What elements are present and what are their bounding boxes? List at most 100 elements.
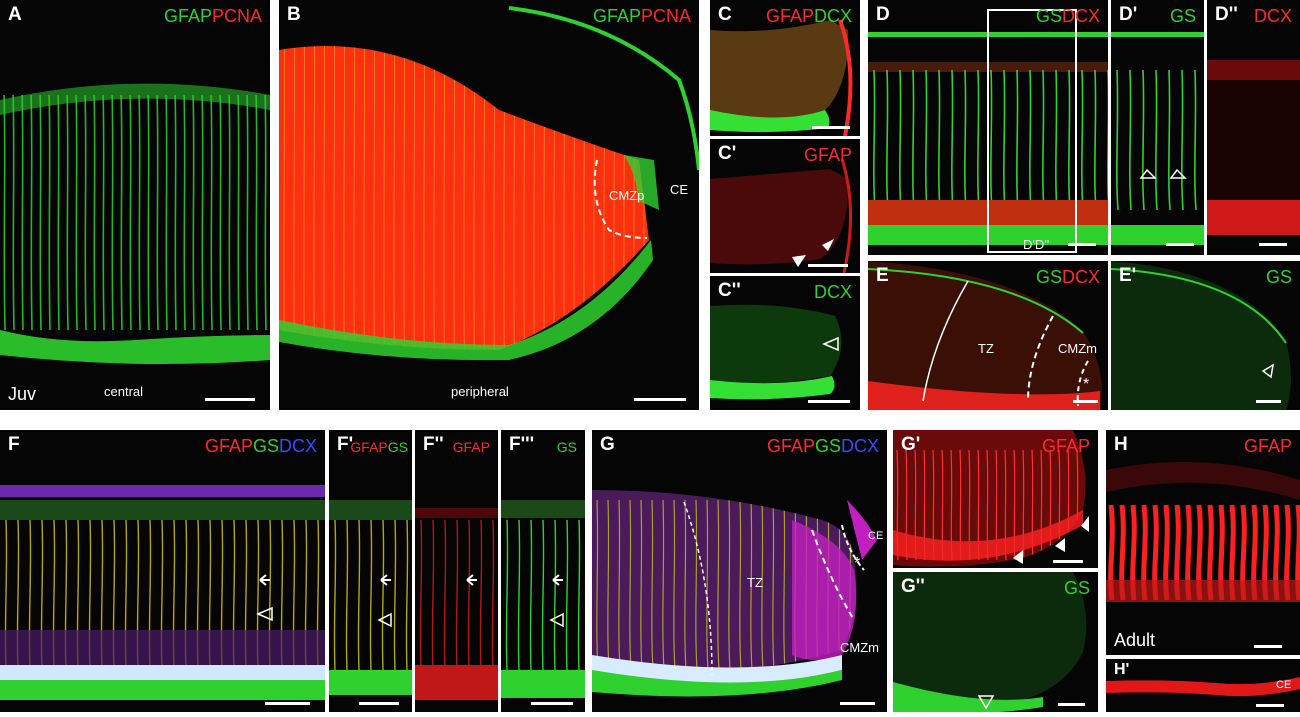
panel-g: G GFAPGSDCX TZ CMZm CE * [592,430,887,712]
panel-label: B [287,4,301,25]
stain-gfap: GFAP [452,439,490,455]
stain-gfap: GFAP [803,145,852,165]
scale-bar [531,702,573,705]
stain-legend: GFAPGSDCX [205,436,317,457]
stain-gfap: GFAP [204,436,253,456]
stain-legend: GFAPPCNA [593,6,691,27]
panel-b-image [279,6,699,361]
stain-pcna: PCNA [211,6,262,26]
stain-legend: GFAPPCNA [164,6,262,27]
scale-bar [359,702,399,705]
stain-legend: GSDCX [1036,267,1100,288]
stain-dcx: DCX [1061,6,1100,26]
stain-gs: GS [1063,578,1090,598]
panel-c-prime-image [710,158,853,273]
panel-f-double-prime-image [415,508,498,700]
asterisk-label: * [1083,376,1090,393]
panel-h-prime: H' CE [1106,659,1300,712]
panel-label: C' [718,143,737,164]
scale-bar [1053,560,1083,563]
scale-bar [808,400,850,403]
panel-label: D' [1119,4,1138,25]
panel-d-image [868,9,1108,253]
stage-label: Juv [8,384,37,404]
stain-gfap: GFAP [163,6,212,26]
panel-f-image [0,485,325,700]
stain-legend: GFAPGSDCX [767,436,879,457]
panel-c-image [710,19,853,136]
panel-label: C [718,4,732,25]
scale-bar [808,264,848,267]
stain-gfap: GFAP [1041,436,1090,456]
stain-gfap: GFAP [765,6,814,26]
panel-e-prime: E' GS [1111,261,1300,410]
scale-bar [265,702,310,705]
stage-label: Adult [1114,630,1156,650]
tz-label: TZ [747,575,763,590]
panel-label: H' [1114,661,1130,678]
panel-label: A [8,4,22,25]
panel-e-prime-image [1111,261,1291,410]
stain-pcna: PCNA [640,6,691,26]
stain-gs: GS [387,439,408,455]
panel-b: B GFAPPCNA CMZp CE peripheral [279,0,699,410]
box-label: D'D'' [1023,237,1050,252]
panel-label: H [1114,434,1128,455]
panel-g-double-prime: G'' GS [893,572,1098,712]
panel-label: G' [901,434,921,455]
scale-bar [840,702,875,705]
stain-gfap: GFAP [592,6,641,26]
panel-c-double-prime-image [710,304,842,400]
panel-f-triple-prime-image [501,500,585,698]
zone-label: CMZm [840,640,879,655]
panel-d-double-prime: D'' DCX [1207,0,1300,255]
panel-f-double-prime: F'' GFAP [415,430,498,712]
panel-e-image [868,261,1102,410]
region-label: central [104,384,144,399]
panel-label: G [600,434,615,455]
stain-dcx: DCX [813,282,852,302]
stain-gfap: GFAP [350,439,388,455]
stain-dcx: DCX [1061,267,1100,287]
stain-gs: GS [1035,6,1062,26]
panel-label: F [8,434,20,455]
panel-label: D'' [1215,4,1238,25]
panel-a: A GFAPPCNA Juv central [0,0,270,410]
panel-c: C GFAPDCX [710,0,860,136]
scale-bar [1256,704,1284,707]
stain-dcx: DCX [813,6,852,26]
panel-g-prime: G' GFAP [893,430,1098,568]
panel-c-double-prime: C'' DCX [710,276,860,410]
stain-gfap: GFAP [766,436,815,456]
panel-d-prime-image [1111,32,1204,245]
panel-label: G'' [901,576,925,597]
panel-label: F''' [509,434,535,455]
panel-h: H GFAP Adult [1106,430,1300,655]
panel-f-prime-image [329,500,412,695]
panel-label: C'' [718,280,741,301]
scale-bar [205,398,255,401]
scale-bar [1058,703,1085,706]
scale-bar [1073,400,1098,403]
panel-d-double-prime-image [1207,60,1300,235]
tz-label: TZ [978,341,994,356]
panel-f: F GFAPGSDCX [0,430,325,712]
stain-legend: GFAPDCX [766,6,852,27]
panel-label: F'' [423,434,444,455]
scale-bar [1256,400,1281,403]
panel-f-prime: F' GFAPGS [329,430,412,712]
ce-label: CE [670,182,689,197]
stain-gs: GS [1035,267,1062,287]
ce-label: CE [1276,679,1292,691]
asterisk-label: * [854,555,861,572]
stain-gfap: GFAP [1243,436,1292,456]
scale-bar [1166,243,1194,246]
stain-gs: GS [252,436,279,456]
zone-label: CMZm [1058,341,1097,356]
ce-label: CE [868,530,884,542]
panel-label: D [876,4,890,25]
panel-g-double-prime-image [893,572,1087,712]
panel-f-triple-prime: F''' GS [501,430,585,712]
stain-dcx: DCX [1253,6,1292,26]
scale-bar [1068,243,1096,246]
